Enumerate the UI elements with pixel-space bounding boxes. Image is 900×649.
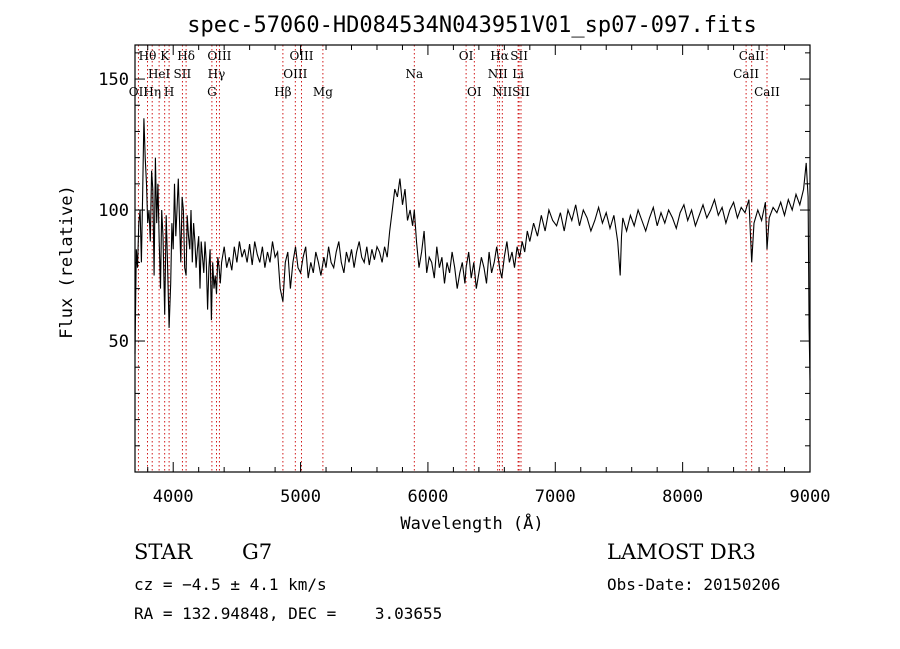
spectral-line-label: G	[207, 85, 217, 99]
x-tick-label: 8000	[662, 487, 703, 507]
spectral-line-label: OIII	[289, 49, 313, 63]
survey-name: LAMOST DR3	[607, 540, 756, 564]
plot-frame	[134, 44, 811, 473]
y-tick-label: 50	[109, 332, 129, 352]
spectral-line-label: Hβ	[274, 85, 291, 99]
spectral-line-label: OII	[129, 85, 149, 99]
spectral-line-label: Hγ	[208, 67, 226, 81]
spectral-line-label: CaII	[754, 85, 780, 99]
axis-ticks: 4000 5000 6000 7000 8000 9000 50 100 150	[98, 45, 830, 507]
x-tick-label: 6000	[407, 487, 448, 507]
spectral-line-label: OIII	[207, 49, 231, 63]
spectral-line-label: H	[164, 85, 174, 99]
spectral-line-label: Hδ	[177, 49, 195, 63]
object-class: STAR	[134, 540, 193, 564]
spectral-line-label: OIII	[283, 67, 307, 81]
x-tick-label: 5000	[280, 487, 321, 507]
spectral-line-label: OI	[459, 49, 474, 63]
spectral-line-label: SII	[510, 49, 528, 63]
spectral-line-label: NII	[488, 67, 508, 81]
chart-title: spec-57060-HD084534N043951V01_sp07-097.f…	[187, 13, 757, 38]
spectral-line-label: SII	[512, 85, 530, 99]
spectral-line-label: Hθ	[139, 49, 157, 63]
x-axis-label: Wavelength (Å)	[400, 512, 543, 534]
spectral-line-label: Hα	[490, 49, 509, 63]
x-tick-label: 9000	[790, 487, 831, 507]
coordinates: RA = 132.94848, DEC = 3.03655	[134, 604, 443, 623]
y-axis-label: Flux (relative)	[57, 185, 77, 339]
spectral-line-label: CaII	[733, 67, 759, 81]
x-tick-label: 4000	[153, 487, 194, 507]
spectral-line-label: Mg	[313, 85, 333, 99]
object-subclass: G7	[242, 540, 273, 564]
spectral-line-label: Li	[512, 67, 524, 81]
spectrum-series-line	[134, 118, 811, 381]
spectral-line-label: NII	[492, 85, 512, 99]
spectral-line-label: OI	[467, 85, 482, 99]
spectral-line-label: SII	[174, 67, 192, 81]
y-tick-label: 100	[98, 201, 129, 221]
x-tick-label: 7000	[535, 487, 576, 507]
redshift-velocity: cz = −4.5 ± 4.1 km/s	[134, 575, 327, 594]
spectral-line-label: CaII	[739, 49, 765, 63]
y-tick-label: 150	[98, 70, 129, 90]
spectral-line-label: HeI	[148, 67, 171, 81]
spectral-line-label: Hη	[143, 85, 161, 99]
observation-date: Obs-Date: 20150206	[607, 575, 781, 594]
spectral-line-label: Na	[405, 67, 423, 81]
spectral-line-label: K	[160, 49, 170, 63]
